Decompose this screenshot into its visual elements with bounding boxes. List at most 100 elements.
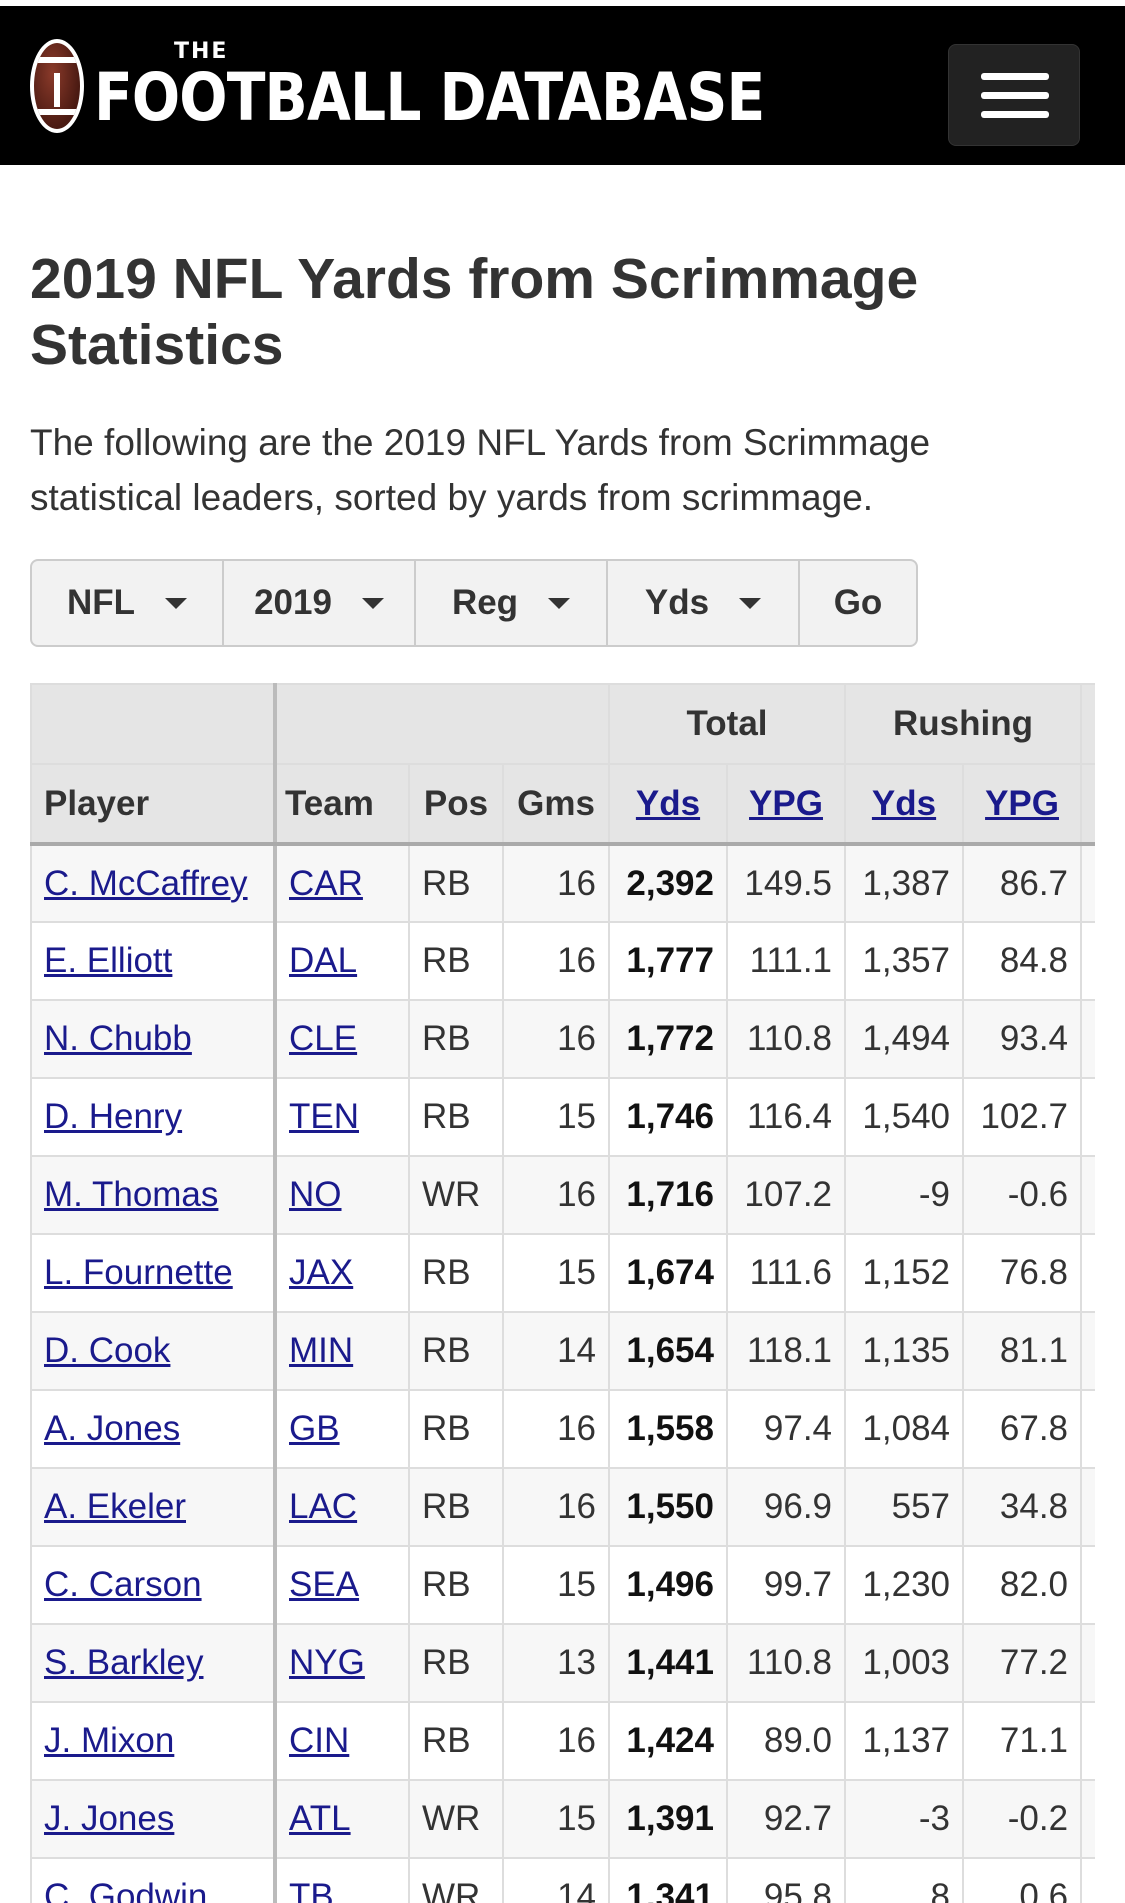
team-link[interactable]: NYG [289,1643,365,1682]
team-link[interactable]: CIN [289,1721,350,1760]
pos-cell: RB [408,1467,504,1547]
player-link[interactable]: J. Jones [44,1799,175,1838]
player-cell[interactable]: M. Thomas [30,1155,277,1235]
team-cell[interactable]: TB [274,1857,410,1903]
next-col-cell [1080,1701,1095,1781]
player-link[interactable]: J. Mixon [44,1721,175,1760]
table-row: C. McCaffrey CAR RB 16 2,392 149.5 1,387 86.7 [30,843,1095,923]
player-cell[interactable]: C. McCaffrey [30,843,277,923]
table-row: C. Carson SEA RB 15 1,496 99.7 1,230 82.0 [30,1545,1095,1625]
logo-the: THE [174,39,229,64]
team-cell[interactable]: SEA [274,1545,410,1625]
team-link[interactable]: NO [289,1175,342,1214]
sort-rush-ypg-link[interactable]: YPG [985,783,1059,823]
group-header-blank [274,683,610,765]
player-link[interactable]: A. Jones [44,1409,181,1448]
team-link[interactable]: SEA [289,1565,360,1604]
player-cell[interactable]: D. Cook [30,1311,277,1391]
games-cell: 16 [502,1467,610,1547]
player-cell[interactable]: L. Fournette [30,1233,277,1313]
next-col-cell [1080,1545,1095,1625]
team-cell[interactable]: TEN [274,1077,410,1157]
player-cell[interactable]: S. Barkley [30,1623,277,1703]
player-link[interactable]: D. Henry [44,1097,183,1136]
rush-ypg-cell: 84.8 [962,921,1083,1001]
season-dropdown[interactable]: 2019 [224,561,416,645]
site-logo[interactable]: THE FOOTBALL DATABASE [30,36,874,136]
team-link[interactable]: TEN [289,1097,359,1136]
table-row: A. Jones GB RB 16 1,558 97.4 1,084 67.8 [30,1389,1095,1469]
team-link[interactable]: TB [289,1877,334,1903]
team-cell[interactable]: CLE [274,999,410,1079]
total-ypg-cell: 110.8 [725,1623,847,1703]
next-col-cell [1080,1857,1095,1903]
player-link[interactable]: S. Barkley [44,1643,204,1682]
col-header-rush-ypg[interactable]: YPG [962,763,1083,846]
team-cell[interactable]: NO [274,1155,410,1235]
rush-ypg-cell: 76.8 [962,1233,1083,1313]
player-link[interactable]: N. Chubb [44,1019,192,1058]
stat-dropdown[interactable]: Yds [608,561,800,645]
team-cell[interactable]: GB [274,1389,410,1469]
team-cell[interactable]: DAL [274,921,410,1001]
filter-bar: NFL 2019 Reg Yds Go [30,559,918,647]
player-link[interactable]: D. Cook [44,1331,171,1370]
sort-total-ypg-link[interactable]: YPG [749,783,823,823]
pos-cell: RB [408,1077,504,1157]
stats-table-container[interactable]: Total Rushing Player Team Pos Gms Yds YP… [30,683,1095,1903]
team-link[interactable]: JAX [289,1253,354,1292]
player-link[interactable]: C. Godwin [44,1877,208,1903]
team-link[interactable]: GB [289,1409,340,1448]
next-col-cell [1080,1623,1095,1703]
team-link[interactable]: CLE [289,1019,358,1058]
season-type-dropdown[interactable]: Reg [416,561,608,645]
team-cell[interactable]: LAC [274,1467,410,1547]
go-button[interactable]: Go [833,583,883,622]
chevron-down-icon [165,597,188,609]
player-cell[interactable]: E. Elliott [30,921,277,1001]
team-link[interactable]: LAC [289,1487,358,1526]
player-cell[interactable]: C. Godwin [30,1857,277,1903]
player-link[interactable]: E. Elliott [44,941,173,980]
team-link[interactable]: CAR [289,863,363,903]
player-cell[interactable]: C. Carson [30,1545,277,1625]
team-link[interactable]: DAL [289,941,358,980]
team-cell[interactable]: CAR [274,843,410,923]
total-ypg-cell: 116.4 [725,1077,847,1157]
player-link[interactable]: A. Ekeler [44,1487,186,1526]
player-cell[interactable]: J. Mixon [30,1701,277,1781]
sort-rush-yds-link[interactable]: Yds [871,783,937,823]
team-cell[interactable]: JAX [274,1233,410,1313]
team-link[interactable]: MIN [289,1331,354,1370]
player-cell[interactable]: J. Jones [30,1779,277,1859]
team-cell[interactable]: CIN [274,1701,410,1781]
sort-total-yds-link[interactable]: Yds [635,783,701,823]
rush-ypg-cell: 34.8 [962,1467,1083,1547]
games-cell: 15 [502,1545,610,1625]
player-link[interactable]: L. Fournette [44,1253,233,1292]
team-cell[interactable]: NYG [274,1623,410,1703]
menu-button[interactable] [948,44,1080,146]
team-cell[interactable]: MIN [274,1311,410,1391]
team-link[interactable]: ATL [289,1799,351,1838]
col-header-rush-yds[interactable]: Yds [844,763,965,846]
rush-yds-cell: -3 [844,1779,965,1859]
col-header-total-ypg[interactable]: YPG [725,763,847,846]
team-cell[interactable]: ATL [274,1779,410,1859]
games-cell: 16 [502,1389,610,1469]
league-dropdown[interactable]: NFL [32,561,224,645]
col-header-total-yds[interactable]: Yds [608,763,728,846]
player-cell[interactable]: A. Ekeler [30,1467,277,1547]
pos-cell: RB [408,1233,504,1313]
player-link[interactable]: M. Thomas [44,1175,219,1214]
player-cell[interactable]: D. Henry [30,1077,277,1157]
rush-ypg-cell: 82.0 [962,1545,1083,1625]
rush-yds-cell: 1,003 [844,1623,965,1703]
total-ypg-cell: 107.2 [725,1155,847,1235]
football-icon [30,39,84,133]
group-header-next [1080,683,1095,765]
player-link[interactable]: C. Carson [44,1565,202,1604]
player-link[interactable]: C. McCaffrey [44,863,248,903]
player-cell[interactable]: A. Jones [30,1389,277,1469]
player-cell[interactable]: N. Chubb [30,999,277,1079]
